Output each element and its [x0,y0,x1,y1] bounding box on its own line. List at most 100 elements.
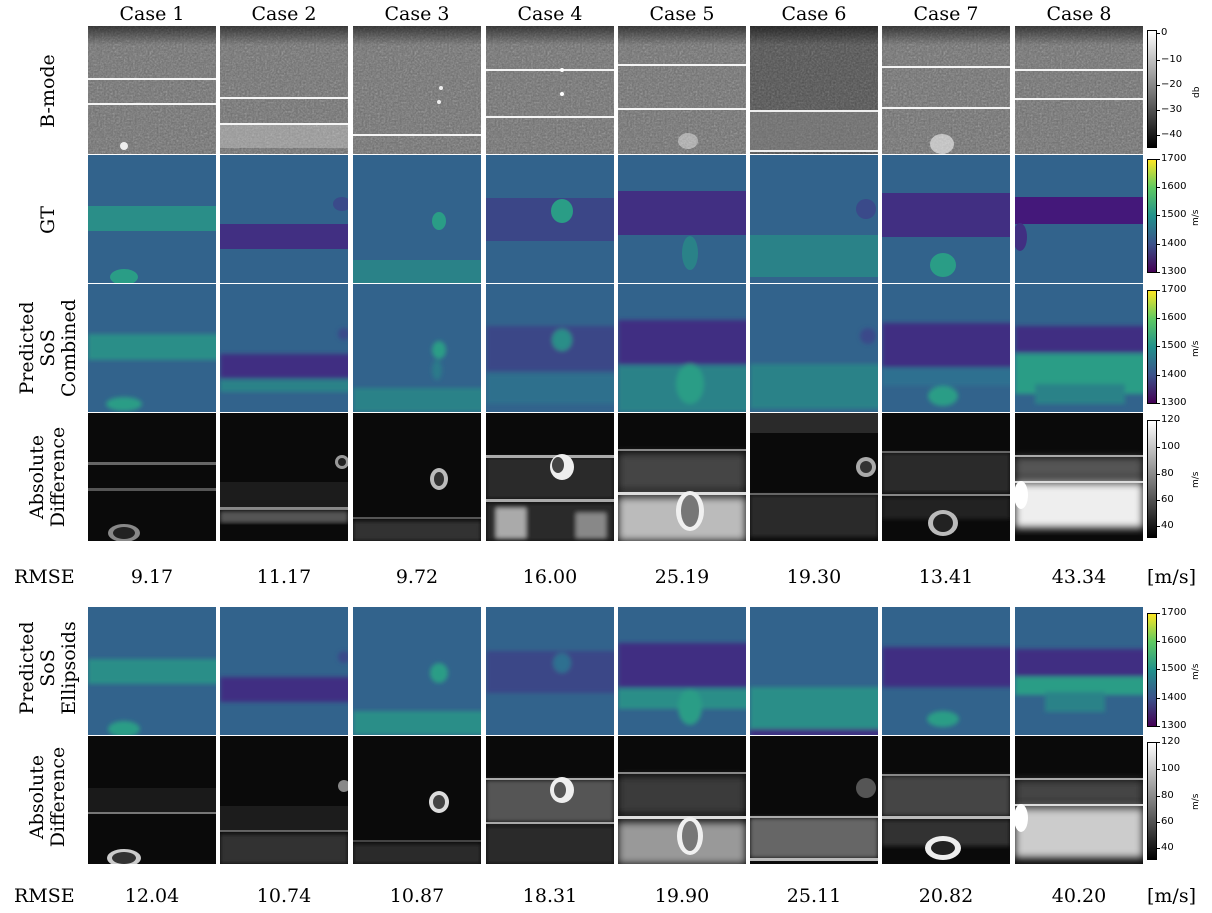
colorbar-tick: 100 [1156,441,1181,452]
rmse-value: 18.31 [522,885,578,907]
column-header-case-2: Case 2 [251,3,317,25]
rmse-value: 10.74 [256,885,312,907]
rmse-units: [m/s] [1147,566,1196,588]
difference-ellipsoids-map-case-6 [750,736,878,864]
predicted-ellipsoids-map-case-7 [882,607,1010,735]
colorbar-tick: 1600 [1156,635,1187,646]
bmode-image-case-6 [750,26,878,154]
gt-map-case-8 [1015,155,1143,283]
row-label-difference-combined: Absolute Difference [20,412,76,542]
rmse-value: 9.17 [130,566,174,588]
difference-ellipsoids-map-case-7 [882,736,1010,864]
colorbar-gradient [1147,742,1157,860]
colorbar-unit: m/s [1191,209,1201,227]
gt-map-case-6 [750,155,878,283]
colorbar-tick: 80 [1157,468,1174,479]
colorbar-tick: 1500 [1156,663,1187,674]
colorbar-tick: 40 [1157,520,1174,531]
rmse-label: RMSE [14,885,75,907]
row-label-bmode: B-mode [20,26,76,156]
predicted-combined-map-case-8 [1015,284,1143,412]
column-header-case-8: Case 8 [1046,3,1112,25]
colorbar-tick: −40 [1156,129,1183,140]
colorbar-gradient [1147,613,1157,727]
colorbar-tick: 80 [1157,790,1174,801]
colorbar-tick: −30 [1156,104,1183,115]
row-label-line: GT [36,206,59,234]
colorbar-gradient [1147,290,1157,404]
predicted-ellipsoids-map-case-6 [750,607,878,735]
bmode-image-case-1 [88,26,216,154]
colorbar-gradient [1147,30,1157,148]
rmse-value: 16.00 [522,566,578,588]
predicted-combined-map-case-2 [220,284,348,412]
colorbar-tick: 1300 [1156,266,1187,277]
predicted-ellipsoids-map-case-4 [486,607,614,735]
colorbar-tick: 1700 [1156,607,1187,618]
gt-map-case-5 [618,155,746,283]
bmode-image-case-5 [618,26,746,154]
column-header-case-1: Case 1 [119,3,185,25]
rmse-value: 19.30 [786,566,842,588]
difference-ellipsoids-map-case-2 [220,736,348,864]
difference-ellipsoids-map-case-4 [486,736,614,864]
predicted-combined-map-case-4 [486,284,614,412]
gt-map-case-3 [353,155,481,283]
colorbar-tick: 1400 [1156,369,1187,380]
colorbar-unit: m/s [1191,471,1201,489]
colorbar-unit: db [1192,86,1202,98]
row-label-predicted-combined: Predicted SoS Combined [15,283,80,413]
bmode-image-case-4 [486,26,614,154]
row-label-line: Absolute [26,434,48,520]
rmse-value: 40.20 [1051,885,1107,907]
column-header-case-7: Case 7 [913,3,979,25]
colorbar-tick: 1600 [1156,312,1187,323]
row-label-difference-ellipsoids: Absolute Difference [20,732,76,862]
bmode-image-case-2 [220,26,348,154]
colorbar-tick: 1600 [1156,181,1187,192]
rmse-value: 9.72 [395,566,439,588]
row-label-line: Absolute [26,754,48,840]
rmse-units: [m/s] [1147,885,1196,907]
row-label-line: Combined [57,299,80,397]
bmode-image-case-3 [353,26,481,154]
rmse-value: 11.17 [256,566,312,588]
predicted-ellipsoids-map-case-8 [1015,607,1143,735]
column-header-case-3: Case 3 [384,3,450,25]
column-header-case-4: Case 4 [517,3,583,25]
bmode-image-case-7 [882,26,1010,154]
colorbar-gradient [1147,159,1157,273]
difference-combined-map-case-7 [882,413,1010,541]
colorbar-tick: 1700 [1156,284,1187,295]
rmse-value: 20.82 [918,885,974,907]
rmse-value: 10.87 [389,885,445,907]
gt-map-case-2 [220,155,348,283]
difference-ellipsoids-map-case-3 [353,736,481,864]
row-label-line: Difference [47,746,69,848]
rmse-value: 25.11 [786,885,842,907]
colorbar-tick: −20 [1156,79,1183,90]
difference-combined-map-case-4 [486,413,614,541]
difference-ellipsoids-map-case-8 [1015,736,1143,864]
bmode-image-case-8 [1015,26,1143,154]
predicted-ellipsoids-map-case-2 [220,607,348,735]
colorbar-tick: 1300 [1156,397,1187,408]
row-label-line: Predicted [15,301,38,395]
predicted-combined-map-case-6 [750,284,878,412]
colorbar-tick: 1400 [1156,692,1187,703]
row-label-gt: GT [20,155,76,285]
row-label-line: Ellipsoids [57,621,80,715]
colorbar-tick: 120 [1156,414,1181,425]
colorbar-tick: 1300 [1156,720,1187,731]
row-label-line: Predicted [15,621,38,715]
rmse-value: 25.19 [654,566,710,588]
rmse-value: 19.90 [654,885,710,907]
colorbar-tick: 1400 [1156,238,1187,249]
gt-map-case-7 [882,155,1010,283]
colorbar-tick: 40 [1157,842,1174,853]
predicted-ellipsoids-map-case-5 [618,607,746,735]
colorbar-tick: −10 [1156,54,1183,65]
predicted-combined-map-case-7 [882,284,1010,412]
predicted-combined-map-case-3 [353,284,481,412]
predicted-combined-map-case-1 [88,284,216,412]
